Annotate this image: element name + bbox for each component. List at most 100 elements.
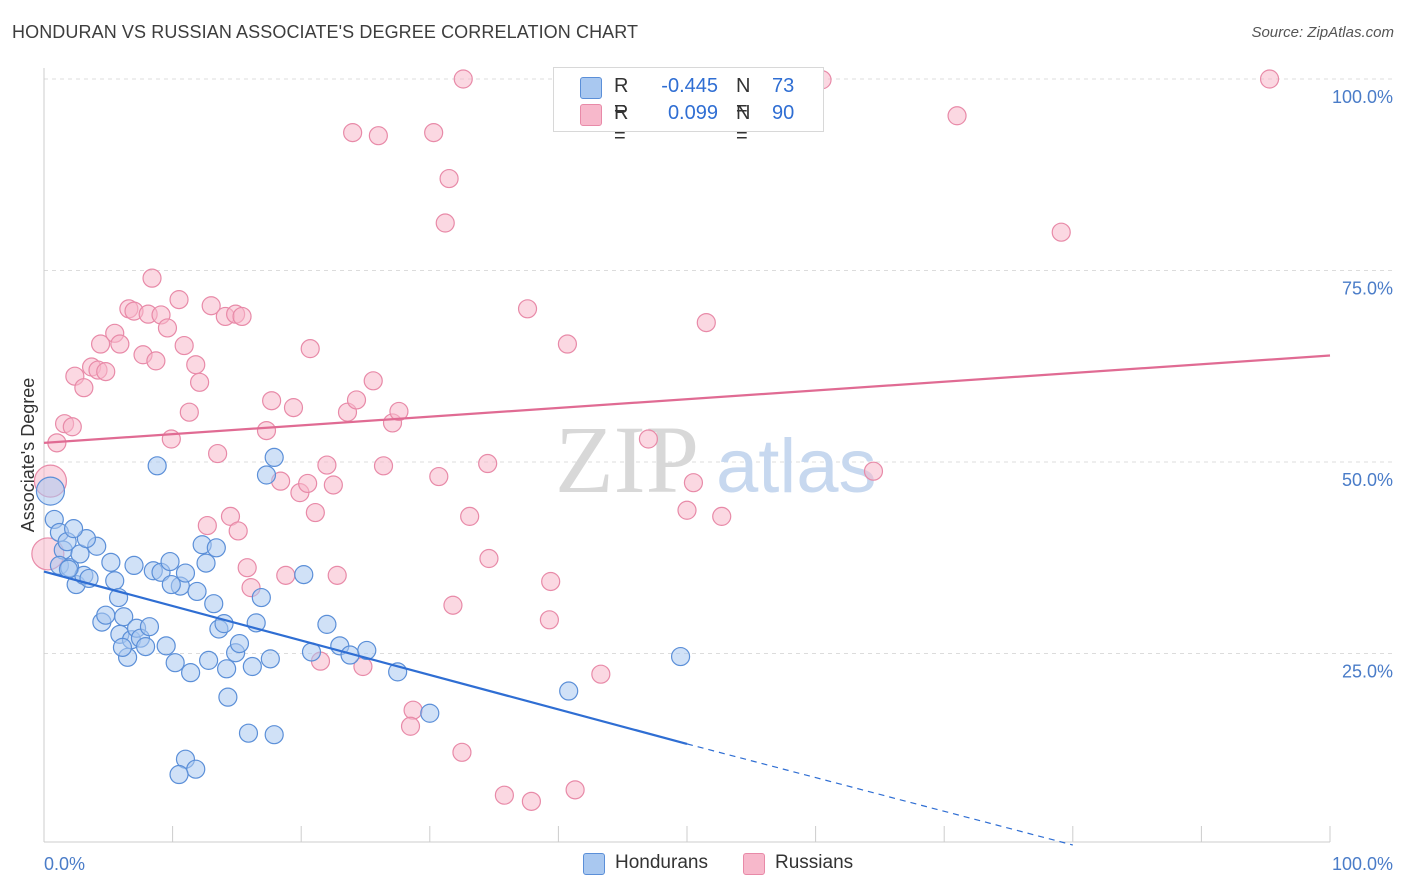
russian-point-73 — [638, 429, 659, 449]
honduran-point-65 — [670, 646, 691, 667]
russian-point-49 — [327, 565, 347, 585]
russian-point-60 — [443, 595, 463, 615]
honduran-point-36 — [199, 650, 219, 670]
russians-legend-swatch — [743, 853, 765, 875]
russian-point-24 — [179, 402, 199, 422]
russians-swatch — [580, 104, 602, 126]
russian-point-67 — [521, 791, 541, 811]
y-tick-labels: 25.0% 50.0% 75.0% 100.0% — [1332, 87, 1393, 682]
russian-point-72 — [591, 664, 611, 684]
honduran-point-64 — [559, 681, 579, 701]
honduran-point-70 — [112, 637, 133, 657]
honduran-point-68 — [63, 519, 84, 539]
honduran-point-53 — [317, 614, 337, 634]
honduran-point-0 — [35, 476, 66, 506]
russian-point-40 — [276, 565, 296, 585]
russian-point-29 — [208, 443, 228, 464]
y-tick-label-25: 25.0% — [1342, 662, 1393, 682]
russian-point-54 — [373, 456, 394, 476]
russian-point-61 — [452, 742, 472, 762]
honduran-point-33 — [187, 581, 207, 602]
honduran-point-63 — [420, 703, 440, 723]
hondurans-r-label: R = — [614, 75, 629, 120]
russian-point-28 — [201, 296, 221, 316]
honduran-point-37 — [204, 594, 224, 614]
russians-legend-label: Russians — [775, 852, 854, 873]
honduran-point-35 — [196, 553, 216, 573]
hondurans-swatch — [580, 77, 602, 99]
russian-point-47 — [317, 455, 337, 475]
russian-point-77 — [712, 506, 732, 526]
honduran-point-31 — [175, 563, 196, 583]
russian-point-43 — [298, 473, 318, 494]
russian-point-44 — [300, 339, 320, 359]
honduran-point-49 — [260, 649, 280, 669]
russian-point-33 — [228, 521, 248, 541]
honduran-point-13 — [96, 605, 116, 625]
russian-point-82 — [439, 168, 459, 189]
hondurans-trend-line — [43, 570, 688, 745]
russian-point-88 — [947, 106, 967, 126]
russian-point-45 — [305, 502, 325, 523]
honduran-point-45 — [242, 656, 262, 677]
russian-point-12 — [110, 334, 130, 354]
russian-point-69 — [539, 610, 559, 630]
russians-r-label: R = — [614, 102, 629, 147]
russian-point-23 — [174, 335, 194, 356]
russian-point-27 — [197, 515, 217, 536]
russian-point-34 — [232, 306, 252, 327]
y-tick-label-75: 75.0% — [1342, 279, 1393, 299]
y-tick-label-50: 50.0% — [1342, 470, 1393, 490]
russian-point-22 — [169, 290, 189, 310]
russian-point-81 — [424, 123, 444, 143]
hondurans-r-value: -0.445 — [661, 75, 718, 97]
hondurans-legend-swatch — [583, 853, 605, 875]
russian-point-56 — [389, 401, 409, 422]
russian-point-58 — [400, 716, 421, 736]
russian-point-79 — [343, 123, 363, 143]
russian-point-64 — [479, 548, 499, 569]
honduran-point-29 — [165, 653, 185, 673]
russian-point-59 — [429, 466, 449, 487]
russian-point-10 — [96, 362, 116, 382]
russian-point-25 — [186, 355, 206, 375]
russian-point-78 — [863, 461, 884, 481]
trend-lines — [43, 354, 1331, 846]
russian-point-76 — [696, 312, 716, 333]
russian-point-87 — [1259, 69, 1280, 89]
russians-trend-line — [43, 354, 1331, 444]
russian-point-20 — [157, 318, 178, 338]
russian-point-9 — [90, 334, 111, 354]
honduran-point-71 — [124, 555, 144, 576]
russian-point-41 — [283, 398, 304, 418]
russian-point-70 — [557, 334, 578, 354]
russian-point-4 — [62, 417, 82, 437]
russian-point-18 — [146, 351, 166, 371]
honduran-point-32 — [181, 663, 201, 683]
russian-point-35 — [237, 558, 257, 578]
hondurans-n-value: 73 — [772, 75, 795, 97]
honduran-point-48 — [256, 465, 277, 485]
honduran-point-72 — [161, 574, 181, 595]
honduran-point-38 — [206, 538, 226, 558]
honduran-point-28 — [160, 551, 180, 572]
russian-point-37 — [256, 420, 277, 441]
russian-point-75 — [683, 473, 704, 493]
source-label: Source: ZipAtlas.com — [1251, 24, 1394, 41]
honduran-point-60 — [186, 759, 206, 779]
russian-point-38 — [262, 391, 282, 411]
chart-title: HONDURAN VS RUSSIAN ASSOCIATE'S DEGREE C… — [12, 22, 639, 42]
honduran-point-41 — [217, 659, 237, 679]
russian-point-68 — [541, 571, 561, 592]
watermark-atlas: atlas — [716, 424, 877, 509]
x-tick-label-max: 100.0% — [1332, 854, 1393, 874]
russian-point-71 — [565, 780, 585, 800]
honduran-point-66 — [147, 456, 167, 476]
honduran-point-61 — [169, 764, 189, 785]
x-tick-marks — [43, 826, 1331, 842]
russians-r-value: 0.099 — [667, 102, 718, 124]
russian-point-83 — [435, 213, 455, 233]
russian-point-80 — [368, 126, 388, 146]
russian-point-84 — [453, 69, 473, 89]
